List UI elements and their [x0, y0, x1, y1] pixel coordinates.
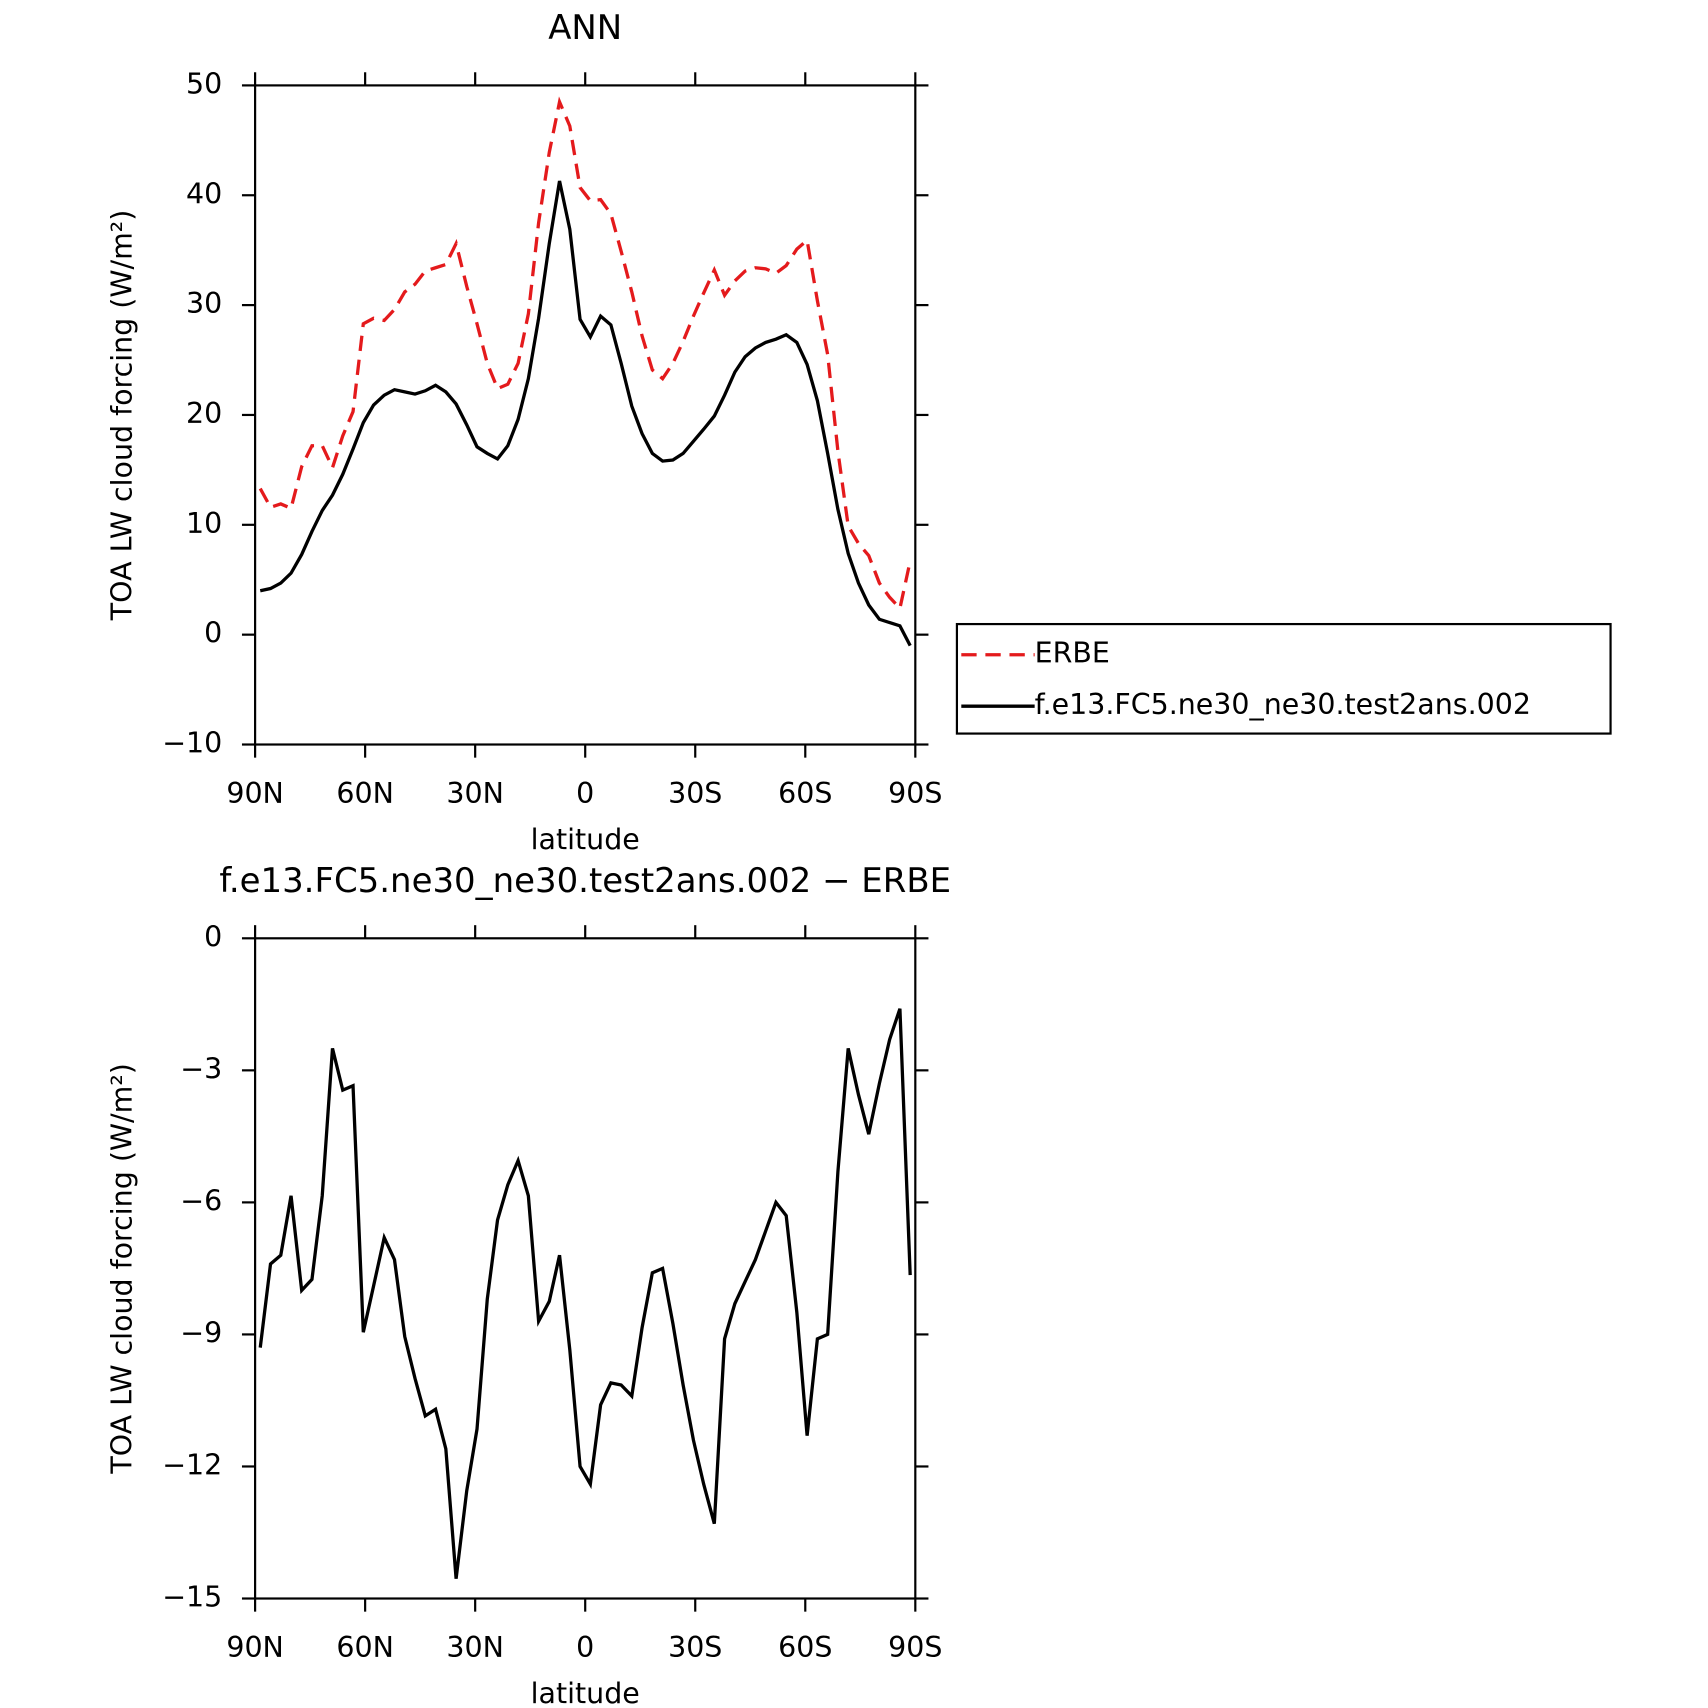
x-axis-label: latitude — [531, 1677, 640, 1708]
y-tick-label: −12 — [162, 1448, 222, 1481]
x-tick-label: 60N — [336, 1631, 394, 1664]
x-tick-label: 30S — [668, 1631, 722, 1664]
data-line — [258, 96, 912, 612]
x-tick-label: 90S — [888, 777, 942, 810]
x-tick-label: 60S — [778, 777, 832, 810]
y-tick-label: 0 — [204, 920, 222, 953]
x-tick-label: 30N — [446, 777, 504, 810]
x-tick-label: 30S — [668, 777, 722, 810]
y-tick-label: 10 — [186, 507, 222, 540]
data-line — [258, 1008, 912, 1579]
data-line — [259, 180, 912, 647]
x-tick-label: 90N — [226, 777, 284, 810]
y-tick-label: −3 — [180, 1052, 222, 1085]
y-axis-label: TOA LW cloud forcing (W/m²) — [106, 1063, 139, 1475]
legend-label: ERBE — [1035, 637, 1110, 670]
plot-frame — [254, 937, 917, 1600]
y-tick-label: 30 — [186, 287, 222, 320]
y-axis-label: TOA LW cloud forcing (W/m²) — [106, 210, 139, 622]
y-tick-label: 50 — [186, 67, 222, 100]
x-tick-label: 0 — [576, 1631, 594, 1664]
y-tick-label: −9 — [180, 1316, 222, 1349]
x-tick-label: 30N — [446, 1631, 504, 1664]
x-tick-label: 90S — [888, 1631, 942, 1664]
legend-box — [955, 622, 1612, 735]
legend-label: f.e13.FC5.ne30_ne30.test2ans.002 — [1035, 688, 1531, 721]
x-tick-label: 0 — [576, 777, 594, 810]
x-tick-label: 60N — [336, 777, 394, 810]
x-tick-label: 60S — [778, 1631, 832, 1664]
y-tick-label: 40 — [186, 177, 222, 210]
y-tick-label: 20 — [186, 397, 222, 430]
x-axis-label: latitude — [531, 823, 640, 856]
y-tick-label: −6 — [180, 1184, 222, 1217]
x-tick-label: 90N — [226, 1631, 284, 1664]
chart-title: ANN — [548, 8, 622, 48]
chart-title: f.e13.FC5.ne30_ne30.test2ans.002 − ERBE — [219, 861, 951, 901]
y-tick-label: −15 — [162, 1581, 222, 1614]
y-tick-label: 0 — [204, 617, 222, 650]
y-tick-label: −10 — [162, 727, 222, 760]
plot-frame — [254, 84, 917, 746]
